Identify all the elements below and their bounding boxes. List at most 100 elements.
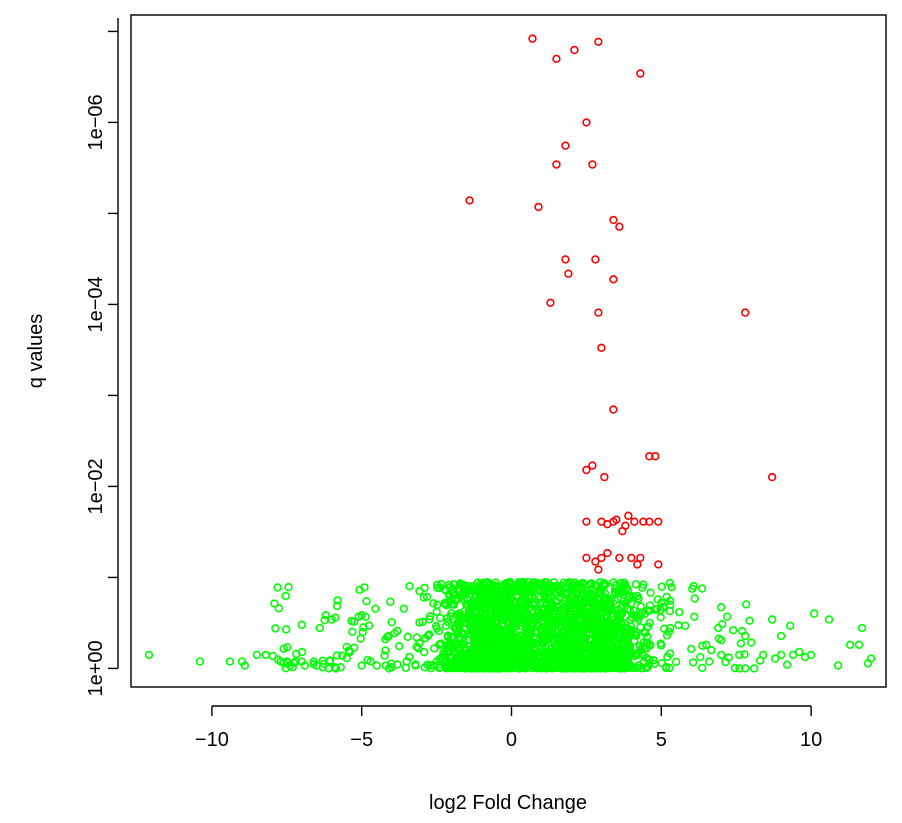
non-significant-point	[681, 621, 690, 630]
non-significant-point	[536, 663, 546, 673]
non-significant-point	[435, 613, 445, 623]
non-significant-point	[545, 589, 555, 598]
non-significant-point	[387, 617, 396, 627]
non-significant-point	[627, 613, 637, 622]
non-significant-point	[568, 650, 577, 660]
non-significant-point	[740, 650, 749, 659]
non-significant-point	[489, 592, 498, 601]
non-significant-point	[428, 661, 438, 670]
non-significant-point	[415, 586, 424, 596]
non-significant-point	[541, 650, 550, 660]
non-significant-point	[490, 617, 499, 627]
non-significant-point	[555, 655, 565, 664]
non-significant-point	[562, 606, 572, 616]
non-significant-point	[833, 661, 843, 670]
significant-point	[591, 557, 600, 566]
non-significant-point	[422, 592, 432, 602]
non-significant-point	[349, 617, 359, 626]
non-significant-point	[596, 613, 606, 622]
non-significant-point	[729, 625, 738, 635]
y-tick-label: 1e−02	[85, 458, 107, 514]
significant-point	[603, 548, 612, 558]
non-significant-point	[463, 585, 473, 594]
non-significant-point	[342, 653, 351, 663]
non-significant-point	[279, 644, 288, 653]
significant-point	[609, 405, 618, 414]
non-significant-point	[564, 661, 573, 670]
non-significant-point	[631, 611, 641, 621]
non-significant-point	[268, 651, 277, 661]
significant-point	[597, 553, 606, 563]
non-significant-point	[645, 655, 654, 664]
non-significant-point	[477, 606, 486, 616]
non-significant-point	[415, 638, 424, 648]
significant-point	[630, 517, 639, 526]
non-significant-point	[361, 612, 370, 622]
non-significant-point	[468, 652, 478, 661]
non-significant-point	[723, 612, 732, 621]
non-significant-point	[767, 615, 777, 624]
non-significant-point	[607, 618, 616, 627]
non-significant-point	[371, 604, 380, 613]
non-significant-point	[336, 663, 345, 672]
non-significant-point	[552, 640, 561, 649]
non-significant-point	[758, 650, 768, 660]
non-significant-point	[622, 583, 631, 593]
non-significant-point	[521, 585, 531, 594]
non-significant-point	[688, 658, 698, 667]
non-significant-point	[331, 664, 341, 673]
non-significant-point	[469, 603, 479, 612]
non-significant-point	[577, 579, 586, 588]
non-significant-point	[452, 663, 462, 673]
non-significant-point	[455, 587, 464, 596]
non-significant-point	[620, 655, 630, 665]
non-significant-point	[478, 628, 487, 638]
non-significant-point	[556, 617, 565, 626]
non-significant-point	[590, 580, 599, 590]
non-significant-point	[282, 658, 292, 667]
non-significant-point	[505, 657, 514, 666]
non-significant-point	[535, 598, 544, 607]
non-significant-point	[645, 601, 655, 610]
non-significant-point	[541, 581, 550, 590]
non-significant-point	[609, 609, 618, 618]
significant-point	[609, 215, 618, 225]
non-significant-point	[455, 621, 464, 631]
non-significant-point	[734, 650, 744, 660]
non-significant-point	[671, 657, 681, 667]
non-significant-point	[496, 625, 506, 634]
non-significant-point	[662, 662, 671, 672]
non-significant-point	[467, 663, 477, 673]
non-significant-point	[281, 591, 290, 601]
non-significant-point	[594, 588, 603, 598]
non-significant-point	[824, 615, 834, 624]
non-significant-point	[559, 649, 569, 659]
significant-point	[615, 222, 624, 231]
non-significant-point	[717, 650, 726, 660]
non-significant-point	[730, 663, 740, 673]
non-significant-point	[456, 611, 465, 621]
non-significant-point	[320, 616, 329, 625]
non-significant-point	[653, 595, 662, 604]
non-significant-point	[499, 662, 509, 672]
non-significant-point	[619, 660, 629, 669]
non-significant-point	[542, 664, 551, 673]
non-significant-point	[468, 627, 477, 636]
significant-point	[615, 553, 624, 563]
non-significant-point	[444, 632, 453, 641]
non-significant-point	[646, 588, 655, 597]
non-significant-point	[702, 640, 711, 649]
significant-point	[639, 517, 648, 526]
non-significant-point	[674, 620, 683, 630]
non-significant-point	[403, 632, 412, 642]
non-significant-point	[628, 662, 637, 672]
non-significant-point	[718, 619, 727, 629]
significant-point	[621, 521, 630, 530]
non-significant-point	[565, 641, 574, 650]
non-significant-point	[509, 645, 518, 654]
non-significant-point	[724, 653, 733, 662]
non-significant-point	[519, 650, 529, 659]
non-significant-point	[411, 660, 420, 669]
non-significant-point	[360, 583, 369, 592]
non-significant-point	[610, 596, 620, 605]
